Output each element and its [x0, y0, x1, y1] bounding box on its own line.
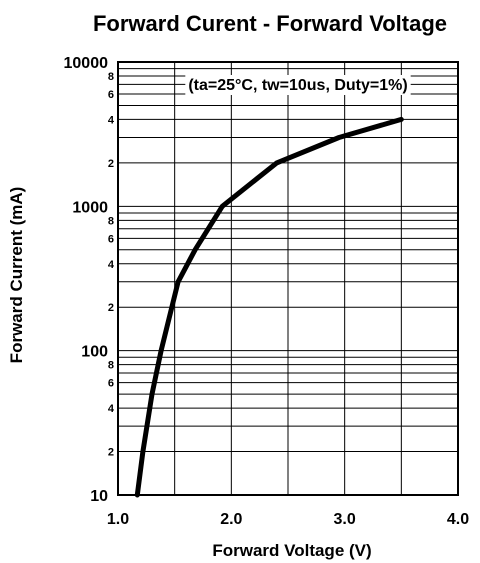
y-minor-tick-label: 6	[108, 378, 114, 390]
y-tick-label: 10000	[64, 55, 109, 72]
y-tick-label: 1000	[72, 199, 108, 216]
conditions-annotation: (ta=25°C, tw=10us, Duty=1%)	[188, 77, 407, 94]
y-tick-label: 100	[81, 344, 108, 361]
y-axis-label: Forward Current (mA)	[7, 187, 26, 364]
y-tick-label: 10	[90, 488, 108, 505]
x-tick-label: 1.0	[107, 511, 129, 528]
y-minor-tick-label: 8	[108, 360, 114, 372]
x-tick-label: 4.0	[447, 511, 469, 528]
y-minor-tick-label: 6	[108, 233, 114, 245]
x-tick-label: 3.0	[334, 511, 356, 528]
x-axis-label: Forward Voltage (V)	[212, 541, 371, 560]
y-minor-tick-label: 6	[108, 89, 114, 101]
y-minor-tick-label: 2	[108, 302, 114, 314]
series-line	[134, 116, 404, 498]
y-minor-tick-label: 4	[108, 403, 115, 415]
chart-title: Forward Curent - Forward Voltage	[93, 11, 447, 36]
annotation-background	[185, 75, 411, 95]
grid	[117, 62, 459, 495]
y-minor-tick-label: 2	[108, 158, 114, 170]
tick-labels: 10 100 1000 10000 2 4 6 8 2 4 6 8 2 4 6 8 1.0 2.0 3.0 4.0	[64, 55, 470, 528]
plot-frame	[117, 61, 459, 496]
y-minor-tick-label: 4	[108, 259, 115, 271]
y-minor-tick-label: 8	[108, 215, 114, 227]
y-minor-tick-label: 2	[108, 447, 114, 459]
x-tick-label: 2.0	[220, 511, 242, 528]
y-minor-tick-label: 8	[108, 71, 114, 83]
y-minor-tick-label: 4	[108, 114, 115, 126]
